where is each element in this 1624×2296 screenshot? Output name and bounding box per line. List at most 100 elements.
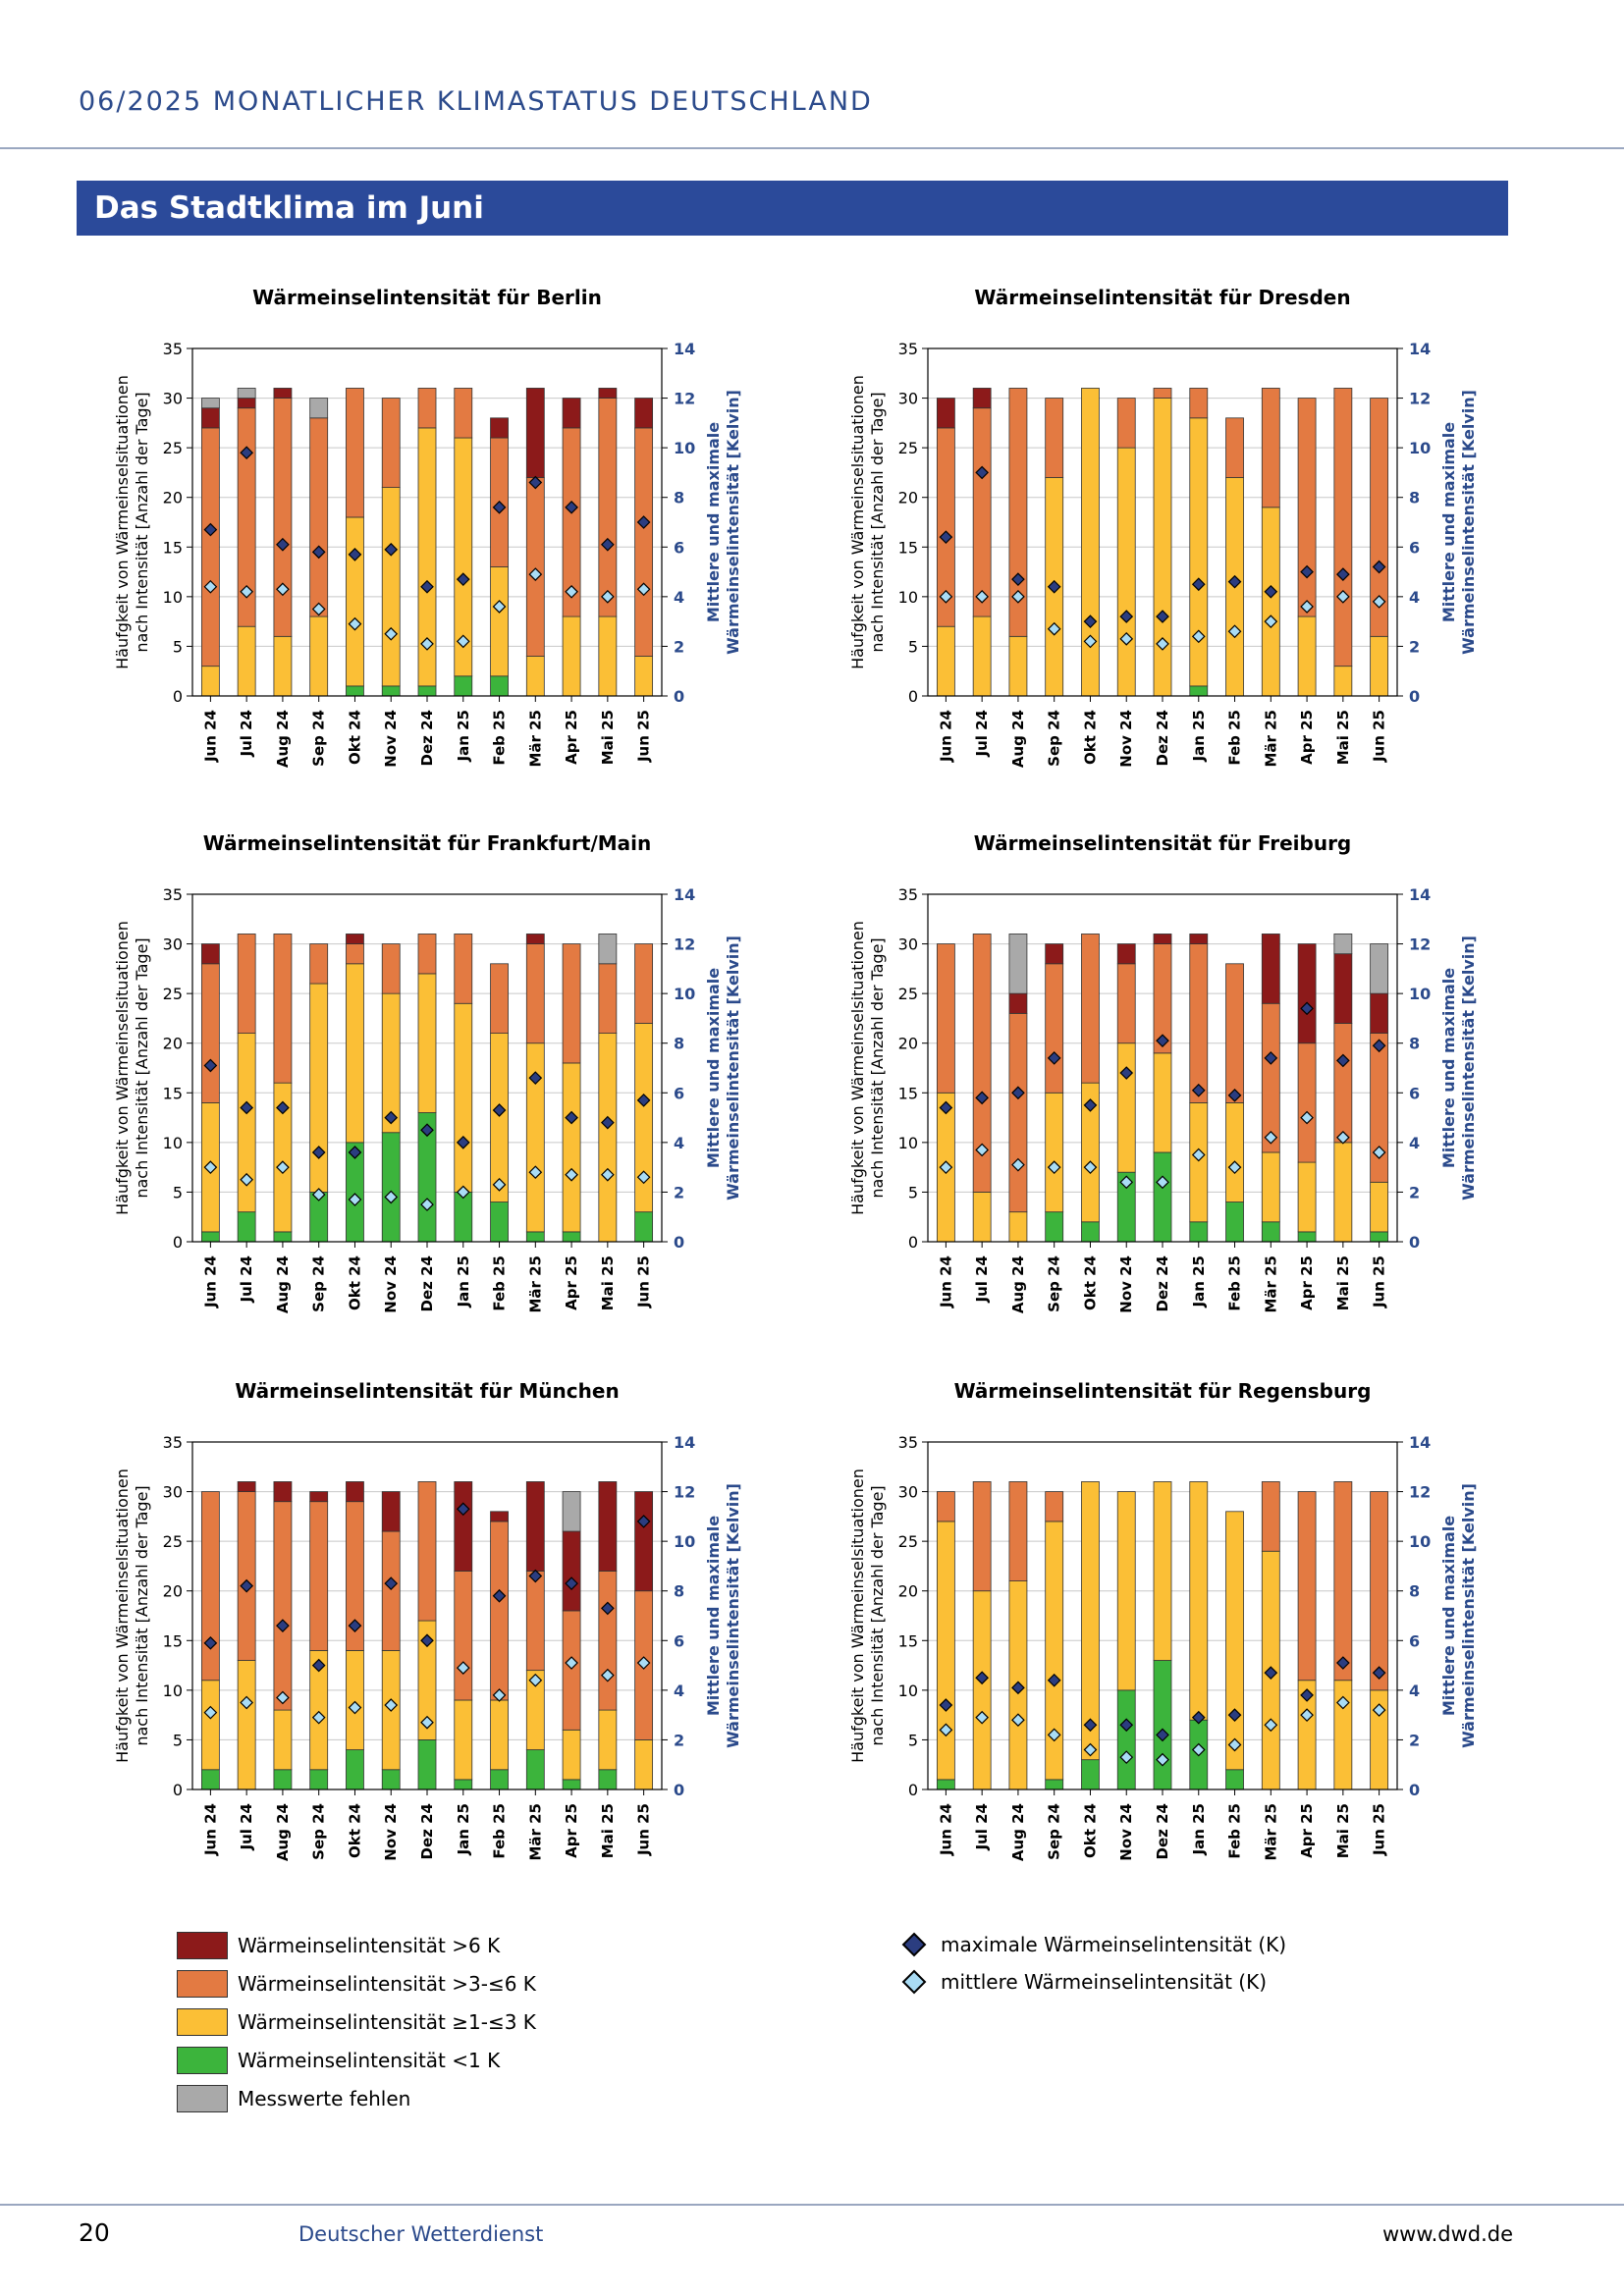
bar-segment-lt1 — [1370, 1231, 1389, 1243]
bar-segment-gt3le6 — [417, 1481, 437, 1622]
bar-segment-missing — [309, 398, 329, 419]
mean-marker — [528, 1673, 543, 1687]
max-marker — [348, 1146, 362, 1159]
x-tick-label: Jun 25 — [1371, 1803, 1388, 1856]
y-axis-label-line1: Häufgkeit von Wärmeinselsituationen — [848, 921, 867, 1215]
plot-frame — [927, 893, 1398, 1243]
y-tick-label: 30 — [163, 390, 183, 408]
legend-label-missing: Messwerte fehlen — [238, 2086, 411, 2110]
bar-segment-ge1le3 — [1008, 1211, 1028, 1243]
bar-segment-missing — [1008, 934, 1028, 994]
x-tick-label: Jul 24 — [238, 1803, 255, 1851]
bar-segment-gt3le6 — [1261, 1002, 1280, 1153]
y2-tick-label: 14 — [1409, 340, 1431, 358]
y-tick-label: 20 — [163, 1035, 183, 1053]
bar-segment-lt1 — [1225, 1201, 1244, 1243]
bar-segment-gt6 — [454, 1481, 473, 1572]
max-marker — [1011, 572, 1025, 587]
y2-tick-label: 0 — [674, 1233, 684, 1252]
plot-frame — [191, 893, 663, 1243]
y2-tick-label: 10 — [1409, 1532, 1431, 1551]
x-tick-label: Okt 24 — [1081, 710, 1099, 765]
bar-segment-lt1 — [346, 685, 364, 697]
mean-marker — [1227, 1160, 1242, 1174]
legend-label-lt1: Wärmeinselintensität <1 K — [238, 2048, 501, 2072]
bar-segment-gt3le6 — [454, 388, 473, 439]
y-tick-label: 15 — [163, 1084, 183, 1102]
bar-segment-gt6 — [1153, 934, 1172, 944]
bar-segment-ge1le3 — [1008, 635, 1028, 697]
y-tick-label: 5 — [908, 637, 918, 656]
mean-marker — [1011, 1157, 1025, 1172]
max-diamond-icon — [901, 1932, 927, 1957]
bar-segment-lt1 — [936, 1779, 955, 1790]
y2-tick-label: 8 — [674, 1035, 684, 1053]
max-marker — [1227, 1088, 1242, 1102]
mean-marker — [311, 602, 326, 616]
bar-segment-lt1 — [1297, 1231, 1317, 1243]
mean-marker — [528, 1165, 543, 1180]
y-tick-label: 20 — [898, 489, 918, 507]
bar-segment-lt1 — [381, 1769, 401, 1790]
bar-segment-gt6 — [200, 943, 220, 965]
y-tick-label: 10 — [163, 588, 183, 607]
max-marker — [276, 1619, 290, 1632]
y2-tick-label: 12 — [674, 1483, 695, 1502]
y2-tick-label: 2 — [674, 637, 684, 656]
mean-marker — [1047, 621, 1061, 636]
x-tick-label: Jul 24 — [238, 710, 255, 758]
legend-item-lt1: Wärmeinselintensität <1 K — [177, 2041, 536, 2079]
bar-segment-gt3le6 — [634, 943, 654, 1024]
y-tick-label: 10 — [898, 1134, 918, 1152]
bar-segment-ge1le3 — [1045, 1092, 1064, 1213]
x-tick-label: Jan 25 — [455, 710, 472, 762]
bar-segment-ge1le3 — [972, 1192, 992, 1243]
x-tick-label: Jun 24 — [937, 1803, 954, 1856]
mean-marker — [939, 590, 953, 604]
x-tick-label: Mai 25 — [599, 1255, 617, 1310]
x-tick-label: Feb 25 — [491, 1255, 509, 1311]
bar-segment-lt1 — [273, 1769, 293, 1790]
mean-marker — [1156, 1175, 1169, 1190]
y-tick-label: 25 — [898, 1532, 918, 1551]
y-tick-label: 20 — [898, 1582, 918, 1601]
bar-segment-lt1 — [346, 1749, 364, 1790]
y-axis-label-line1: Häufgkeit von Wärmeinselsituationen — [113, 375, 132, 669]
max-marker — [456, 1136, 470, 1149]
bar-segment-ge1le3 — [454, 1002, 473, 1193]
bar-segment-gt3le6 — [1116, 963, 1136, 1044]
bar-segment-gt3le6 — [1370, 1491, 1389, 1691]
bar-segment-ge1le3 — [273, 1709, 293, 1771]
y2-tick-label: 4 — [674, 1134, 684, 1152]
x-tick-label: Dez 24 — [1154, 1803, 1171, 1859]
bar-segment-gt3le6 — [1008, 1012, 1028, 1213]
y2-axis-label-line2: Wärmeinselintensität [Kelvin] — [724, 935, 742, 1201]
max-marker — [1336, 1053, 1350, 1068]
bar-segment-gt3le6 — [490, 963, 509, 1034]
max-marker — [1083, 1718, 1098, 1733]
max-marker — [1336, 567, 1350, 581]
bar-segment-gt6 — [598, 1481, 618, 1572]
bar-segment-ge1le3 — [1333, 1142, 1353, 1243]
bar-segment-lt1 — [490, 1201, 509, 1243]
max-marker — [276, 1100, 290, 1115]
chart-panel-1: Wärmeinselintensität für Dresden05101520… — [848, 286, 1478, 768]
max-marker — [1372, 1666, 1386, 1681]
y2-tick-label: 12 — [1409, 935, 1431, 954]
bar-segment-gt3le6 — [309, 1501, 329, 1651]
bar-segment-gt3le6 — [525, 477, 545, 657]
mean-marker — [1083, 1160, 1098, 1174]
y-axis-label-line2: nach Intensität [Anzahl der Tage] — [868, 1485, 887, 1745]
max-marker — [240, 1578, 254, 1593]
x-tick-label: Feb 25 — [1226, 710, 1244, 766]
bar-segment-ge1le3 — [634, 1739, 654, 1790]
y2-tick-label: 8 — [1409, 1035, 1420, 1053]
bar-segment-gt6 — [634, 398, 654, 429]
x-tick-label: Aug 24 — [274, 710, 292, 768]
bar-segment-lt1 — [273, 1231, 293, 1243]
y-axis-label-line1: Häufgkeit von Wärmeinselsituationen — [113, 1468, 132, 1763]
bar-segment-lt1 — [417, 685, 437, 697]
max-marker — [492, 1103, 507, 1117]
legend-label-gt6: Wärmeinselintensität >6 K — [238, 1933, 501, 1957]
bar-segment-gt6 — [1297, 943, 1317, 1044]
